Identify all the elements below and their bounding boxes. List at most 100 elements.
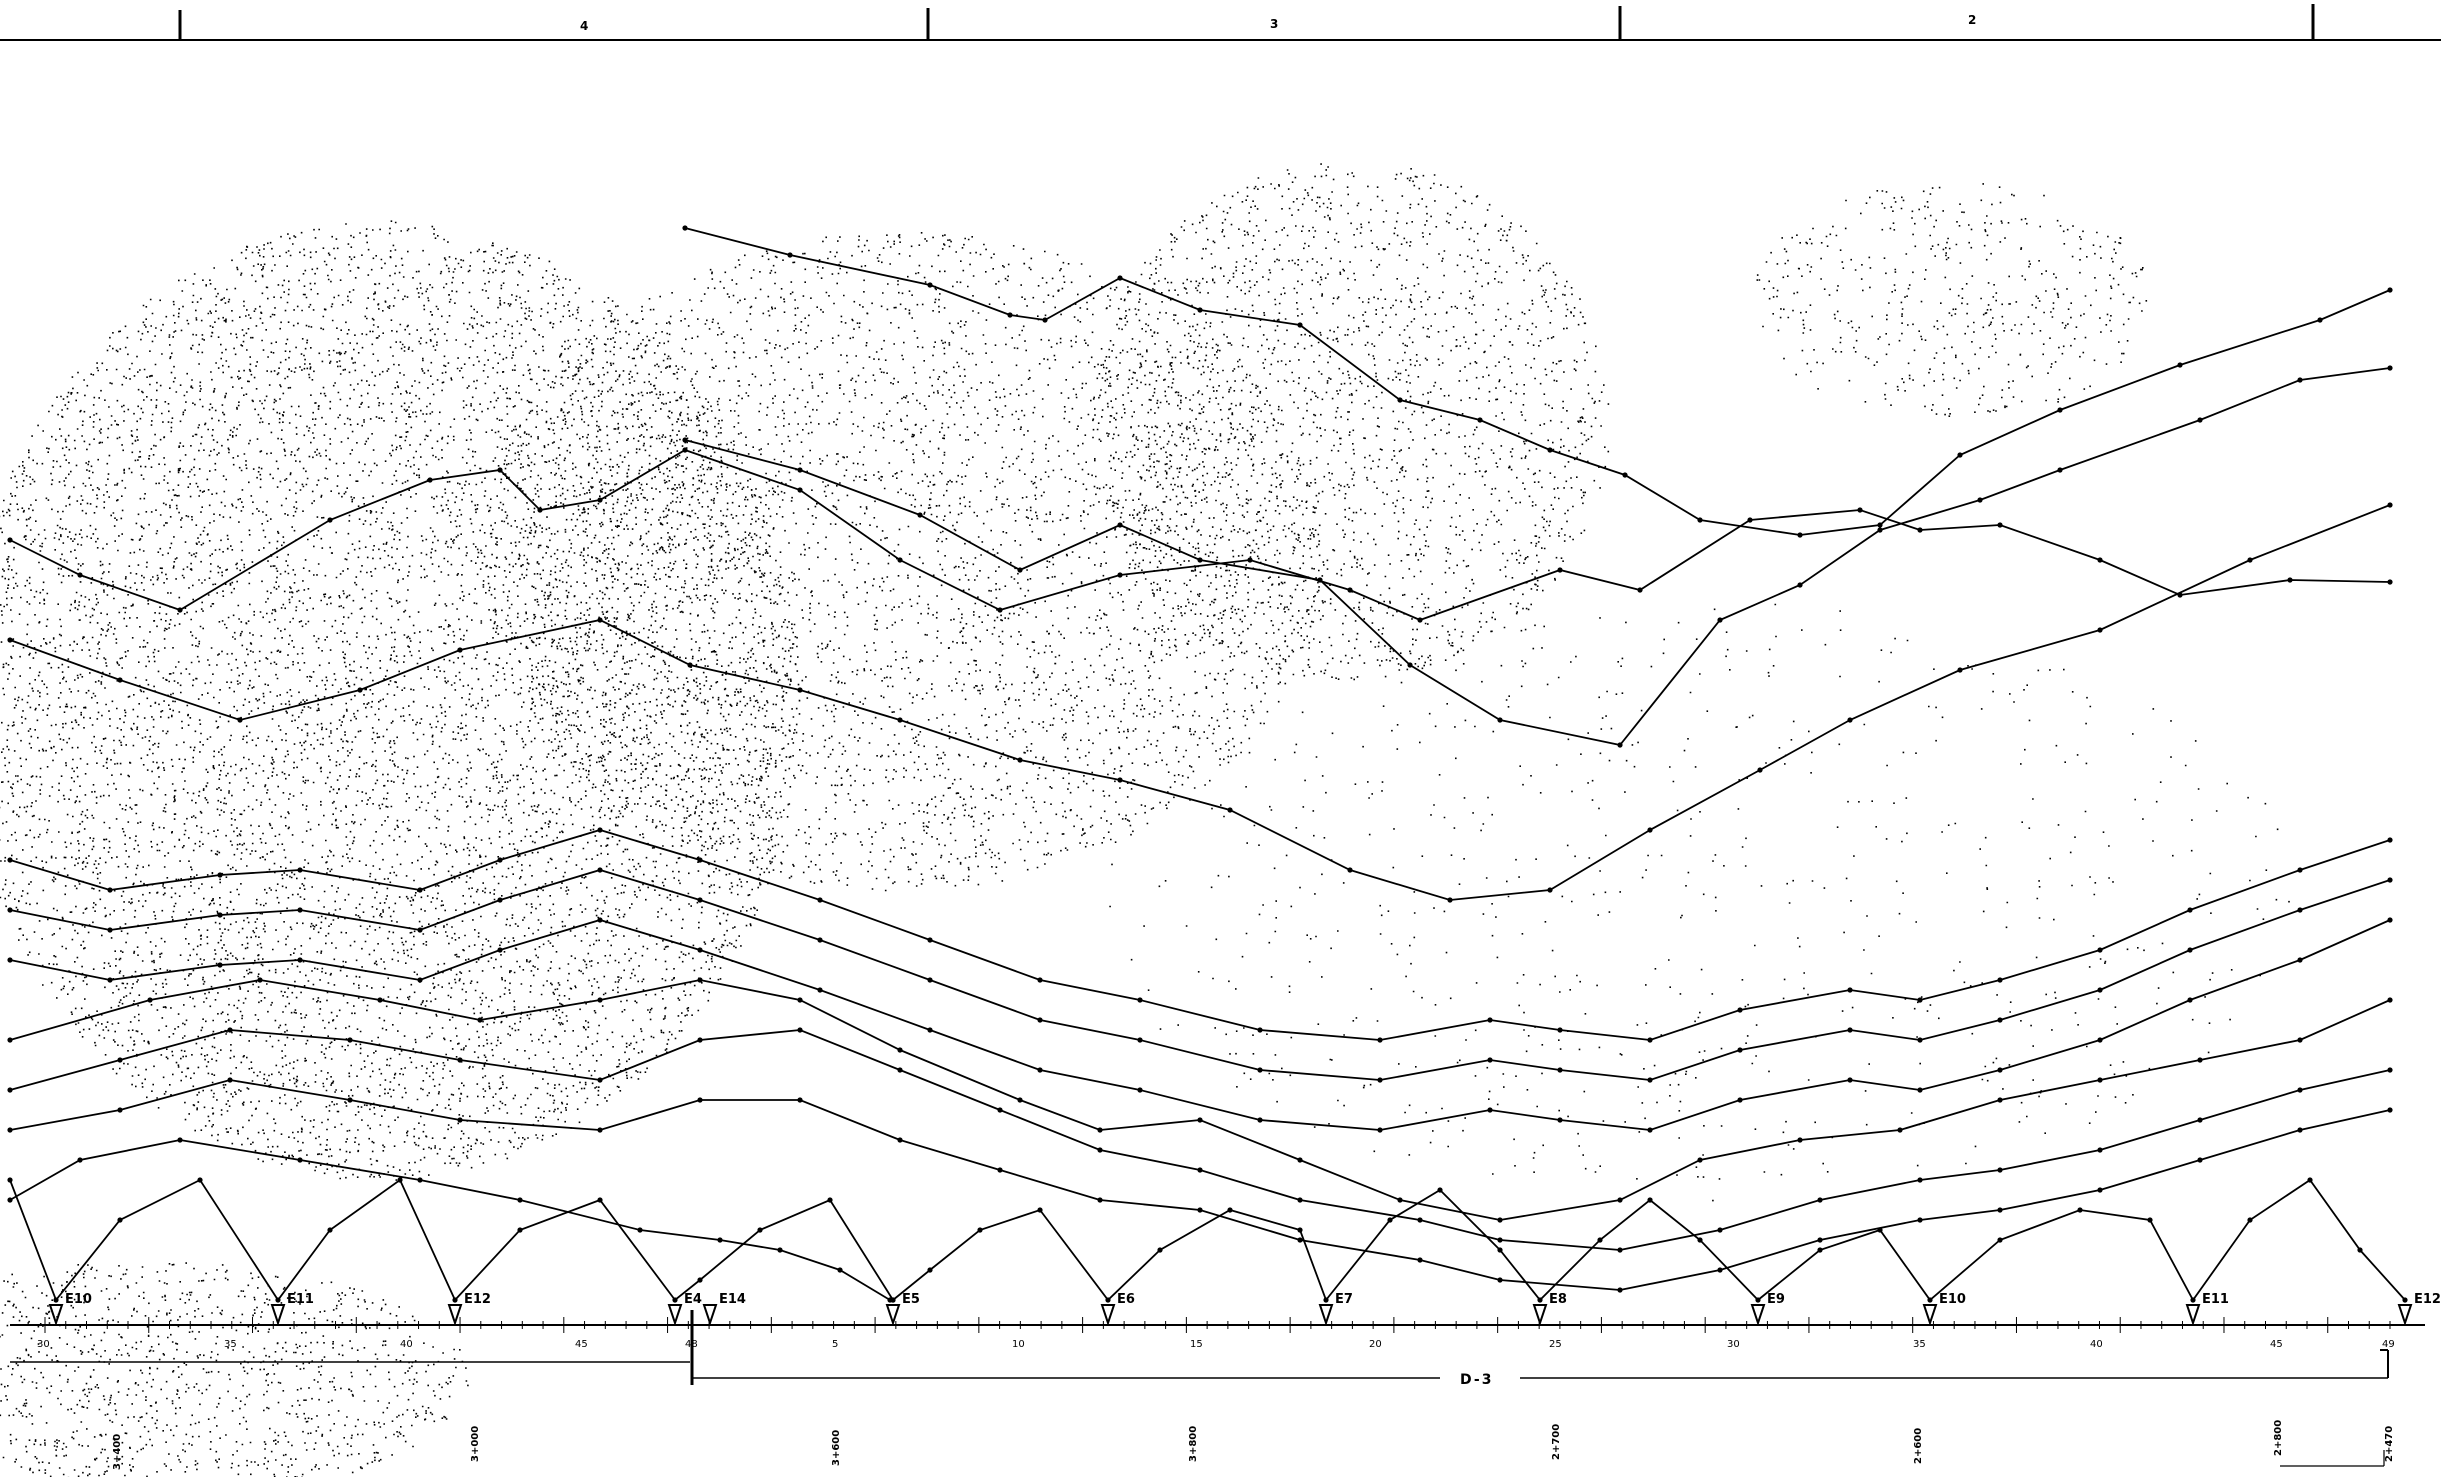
curve-point bbox=[1917, 997, 1923, 1003]
curve-point bbox=[1747, 517, 1753, 523]
curve-point bbox=[2402, 1297, 2408, 1303]
curve-point bbox=[1877, 1227, 1883, 1233]
curve-point bbox=[1547, 447, 1553, 453]
traveltime-curve bbox=[9, 979, 2391, 1221]
curve-point bbox=[237, 717, 243, 723]
curve-point bbox=[227, 1027, 233, 1033]
shot-point: E11 bbox=[2185, 1292, 2229, 1327]
shot-label: E5 bbox=[902, 1292, 920, 1307]
curve-point bbox=[1197, 307, 1203, 313]
curve-point bbox=[7, 1177, 13, 1183]
curve-point bbox=[1017, 1097, 1023, 1103]
curve-point bbox=[217, 912, 223, 918]
curve-point bbox=[1297, 322, 1303, 328]
curve-point bbox=[1737, 1047, 1743, 1053]
curve-point bbox=[1042, 317, 1048, 323]
curve-point bbox=[1997, 1237, 2003, 1243]
curve-point bbox=[1417, 1257, 1423, 1263]
curve-point bbox=[1487, 1017, 1493, 1023]
curve-point bbox=[117, 1217, 123, 1223]
curve-point bbox=[2387, 917, 2393, 923]
curve-point bbox=[497, 897, 503, 903]
curve-point bbox=[1697, 1237, 1703, 1243]
curve-point bbox=[1847, 717, 1853, 723]
shot-points: E10 E11 E12 E4 E14 E5 E6 E7 E8 E9 E10 E11 E12 bbox=[48, 1292, 2441, 1327]
curve-point bbox=[2197, 1057, 2203, 1063]
traveltime-curve bbox=[9, 919, 2391, 1131]
curve-point bbox=[1697, 517, 1703, 523]
curve-point bbox=[53, 1297, 59, 1303]
curve-point bbox=[1297, 1237, 1303, 1243]
curve-point bbox=[1647, 1197, 1653, 1203]
station-label: 2+800 bbox=[2273, 1420, 2284, 1456]
curve-point bbox=[7, 537, 13, 543]
curve-point bbox=[697, 1277, 703, 1283]
curve-point bbox=[897, 717, 903, 723]
shot-point: E14 bbox=[702, 1292, 746, 1327]
curve-point bbox=[177, 1137, 183, 1143]
curve-point bbox=[2187, 947, 2193, 953]
curve-point bbox=[2387, 579, 2393, 585]
curve-point bbox=[1717, 1227, 1723, 1233]
curve-point bbox=[327, 1227, 333, 1233]
curve-point bbox=[227, 1077, 233, 1083]
curve-point bbox=[1097, 1147, 1103, 1153]
curve-point bbox=[1397, 397, 1403, 403]
curve-point bbox=[927, 1267, 933, 1273]
section-label: 2 bbox=[1968, 13, 1976, 27]
curve-point bbox=[2317, 317, 2323, 323]
traveltime-curve bbox=[9, 449, 2391, 621]
curve-point bbox=[1297, 1227, 1303, 1233]
curve-point bbox=[1997, 977, 2003, 983]
curve-point bbox=[2387, 1067, 2393, 1073]
curve-point bbox=[1297, 1197, 1303, 1203]
curve-point bbox=[1817, 1197, 1823, 1203]
shot-point: E12 bbox=[2397, 1292, 2441, 1327]
curve-point bbox=[1847, 1077, 1853, 1083]
shot-label: E12 bbox=[2414, 1292, 2441, 1307]
curve-point bbox=[537, 507, 543, 513]
curve-point bbox=[1755, 1297, 1761, 1303]
curve-point bbox=[2097, 1147, 2103, 1153]
curve-point bbox=[697, 1037, 703, 1043]
curve-point bbox=[497, 857, 503, 863]
curve-point bbox=[2297, 1037, 2303, 1043]
curve-point bbox=[347, 1097, 353, 1103]
curve-point bbox=[1647, 1077, 1653, 1083]
curve-point bbox=[2287, 577, 2293, 583]
curve-point bbox=[2057, 407, 2063, 413]
curve-point bbox=[117, 1057, 123, 1063]
shot-label: E7 bbox=[1335, 1292, 1353, 1307]
curve-point bbox=[417, 1177, 423, 1183]
shot-label: E12 bbox=[464, 1292, 491, 1307]
curve-point bbox=[1617, 1197, 1623, 1203]
curve-point bbox=[927, 977, 933, 983]
curve-point bbox=[1377, 1127, 1383, 1133]
curve-point bbox=[797, 1027, 803, 1033]
curve-point bbox=[1647, 827, 1653, 833]
curve-point bbox=[297, 907, 303, 913]
curve-point bbox=[1417, 1217, 1423, 1223]
curve-point bbox=[1647, 1127, 1653, 1133]
station-label: 2+470 bbox=[2384, 1426, 2395, 1462]
curve-point bbox=[1927, 1297, 1933, 1303]
curve-point bbox=[1637, 587, 1643, 593]
curve-point bbox=[897, 1137, 903, 1143]
curve-point bbox=[7, 1197, 13, 1203]
curve-point bbox=[1257, 1027, 1263, 1033]
curve-point bbox=[1117, 572, 1123, 578]
curve-point bbox=[1497, 1217, 1503, 1223]
curve-point bbox=[1717, 1267, 1723, 1273]
curve-point bbox=[7, 637, 13, 643]
curve-point bbox=[1847, 1027, 1853, 1033]
curve-point bbox=[117, 677, 123, 683]
curve-point bbox=[682, 447, 688, 453]
axis-tick-label: 35 bbox=[224, 1339, 237, 1350]
traveltime-curves bbox=[7, 225, 2408, 1303]
curve-point bbox=[682, 437, 688, 443]
curve-point bbox=[672, 1297, 678, 1303]
curve-point bbox=[777, 1247, 783, 1253]
curve-point bbox=[797, 997, 803, 1003]
curve-point bbox=[1227, 1207, 1233, 1213]
station-label: 3+800 bbox=[1188, 1426, 1199, 1462]
